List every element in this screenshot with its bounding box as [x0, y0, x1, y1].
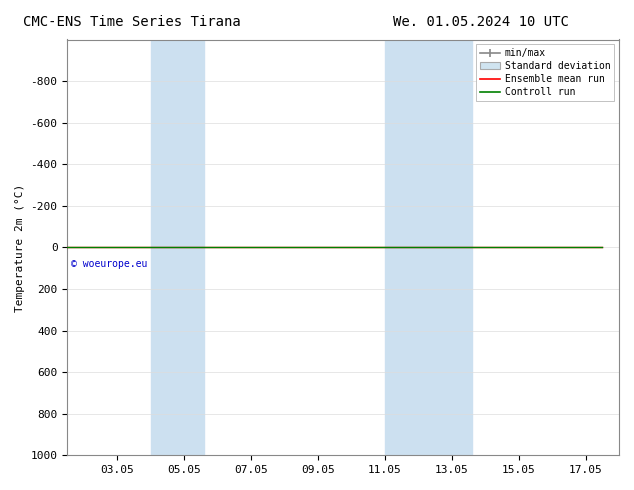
Text: CMC-ENS Time Series Tirana: CMC-ENS Time Series Tirana [23, 15, 241, 29]
Bar [385, 40, 472, 455]
Text: We. 01.05.2024 10 UTC: We. 01.05.2024 10 UTC [393, 15, 569, 29]
Text: © woeurope.eu: © woeurope.eu [70, 259, 147, 269]
Legend: min/max, Standard deviation, Ensemble mean run, Controll run: min/max, Standard deviation, Ensemble me… [476, 45, 614, 101]
Y-axis label: Temperature 2m (°C): Temperature 2m (°C) [15, 183, 25, 312]
Bar [151, 40, 204, 455]
